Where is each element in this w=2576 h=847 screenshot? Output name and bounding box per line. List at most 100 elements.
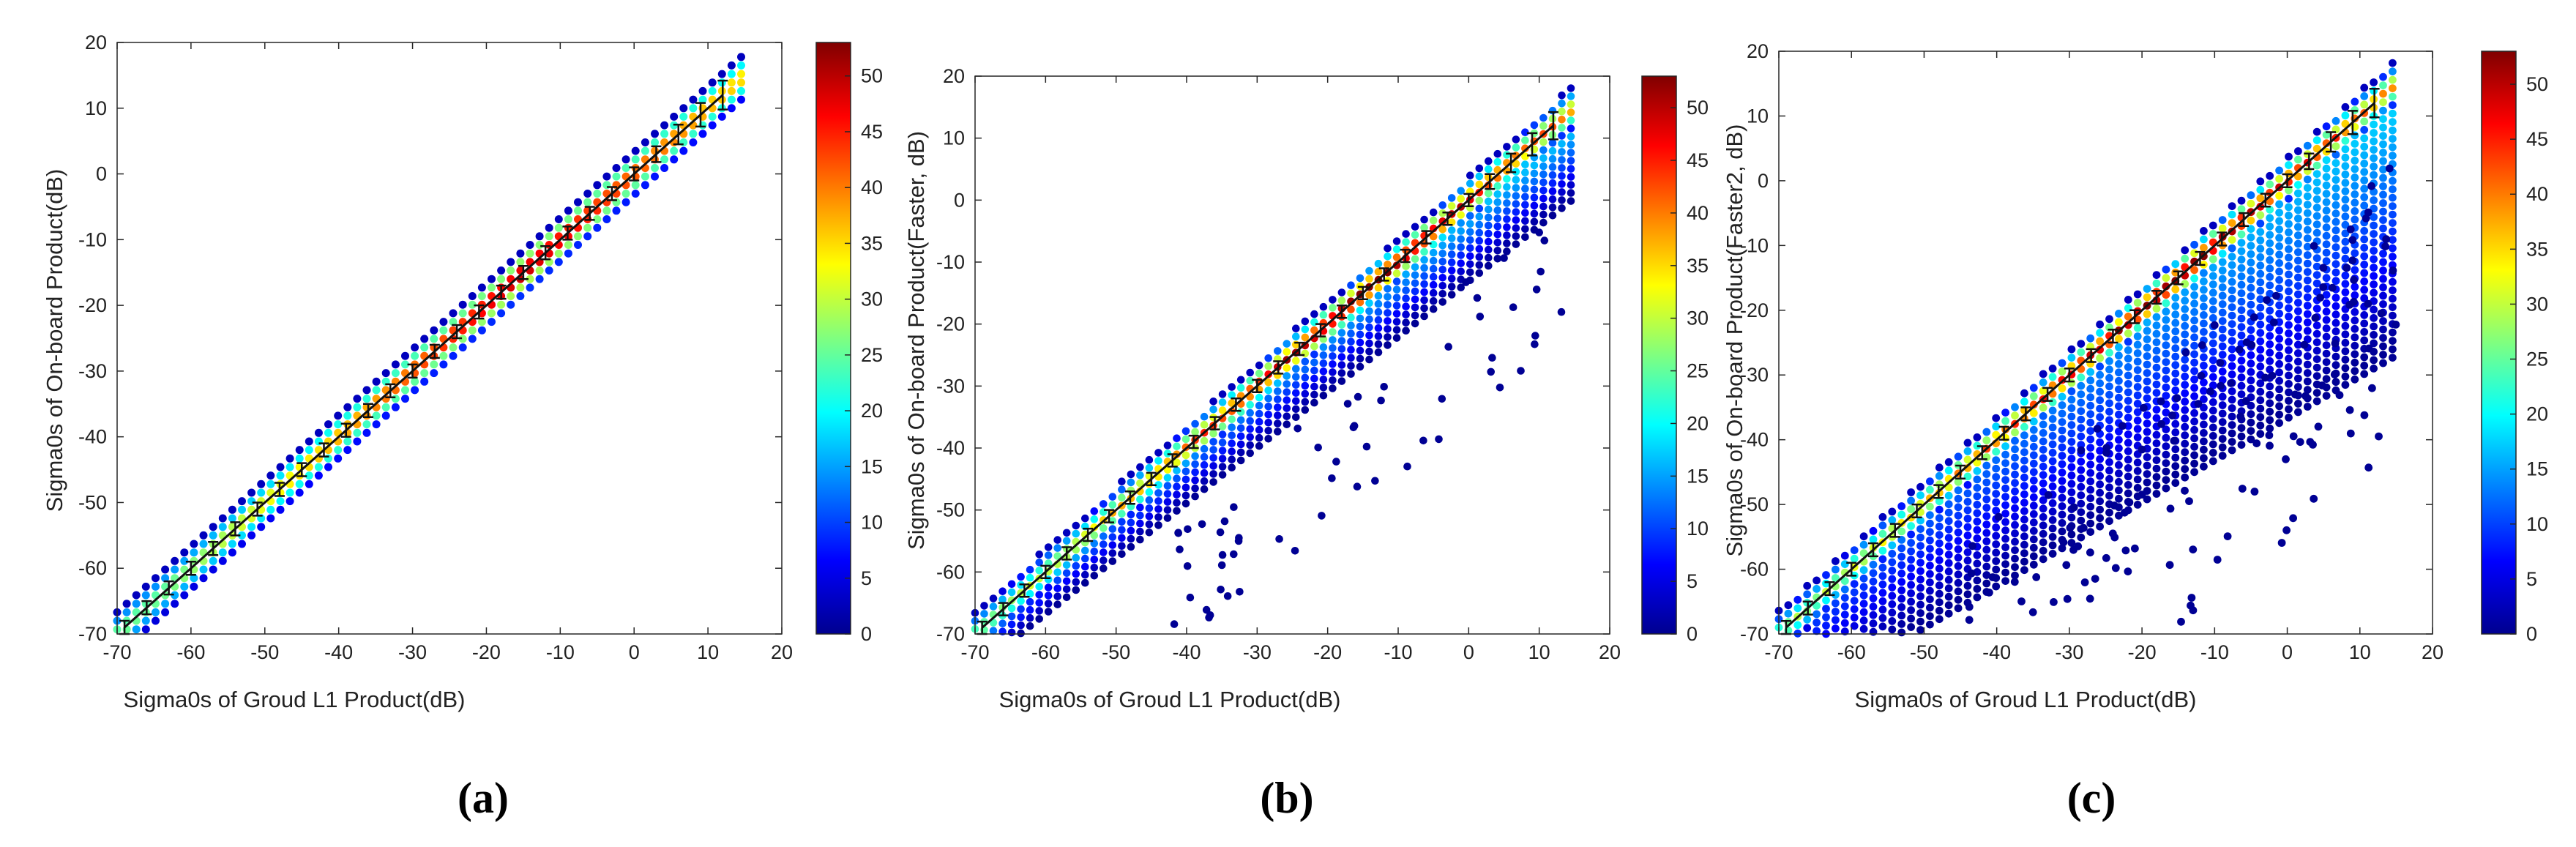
density-point <box>2360 176 2369 184</box>
density-point <box>2312 397 2321 406</box>
y-tick-label: -60 <box>78 557 107 579</box>
density-point <box>2228 236 2236 244</box>
density-point <box>727 70 736 78</box>
colorbar-tick-label: 35 <box>861 232 883 254</box>
density-point <box>305 437 313 446</box>
density-point <box>1374 324 1383 332</box>
density-point <box>1173 474 1181 482</box>
density-point <box>2228 269 2236 277</box>
density-point <box>1539 202 1548 211</box>
density-point <box>2332 302 2340 310</box>
density-point <box>2351 157 2359 165</box>
outlier-point <box>1354 392 1362 401</box>
density-point <box>1402 262 1410 271</box>
y-tick-label: -60 <box>936 561 965 583</box>
density-point <box>2181 338 2189 347</box>
density-point <box>1392 310 1401 318</box>
density-point <box>2058 409 2067 418</box>
density-point <box>1374 299 1383 308</box>
density-point <box>2171 453 2180 462</box>
density-point <box>2143 461 2151 470</box>
outlier-point <box>2044 490 2053 499</box>
density-point <box>2171 462 2180 471</box>
density-point <box>305 471 313 480</box>
colorbar-tick-label: 5 <box>1687 570 1698 592</box>
density-point <box>1392 261 1401 269</box>
density-point <box>1822 571 1830 579</box>
density-point <box>526 283 534 292</box>
density-point <box>1548 138 1557 147</box>
density-point <box>420 377 429 386</box>
density-point <box>1145 504 1154 512</box>
density-point <box>1567 141 1575 149</box>
density-point <box>1982 529 1991 537</box>
density-point <box>2256 253 2265 261</box>
density-point <box>1963 498 1972 506</box>
density-point <box>1173 490 1181 499</box>
error-bar <box>274 482 285 497</box>
density-point <box>1191 428 1199 436</box>
density-point <box>2152 439 2161 447</box>
colorbar-tick-label: 40 <box>1687 202 1709 224</box>
density-point <box>1264 354 1272 362</box>
density-point <box>980 610 988 618</box>
density-point <box>2171 260 2180 269</box>
outlier-point <box>2010 578 2019 586</box>
outlier-point <box>2121 546 2130 555</box>
density-point <box>1209 478 1217 486</box>
density-point <box>1283 364 1291 372</box>
density-point <box>2294 265 2302 273</box>
density-point <box>1337 288 1346 296</box>
y-tick-label: 20 <box>1747 40 1769 62</box>
density-point <box>2360 201 2369 210</box>
density-point <box>1127 486 1135 495</box>
density-point <box>2294 299 2302 307</box>
density-point <box>1521 217 1529 225</box>
density-point <box>1493 223 1502 231</box>
density-point <box>2294 357 2302 366</box>
outlier-point <box>1183 562 1192 570</box>
density-point <box>1365 299 1373 307</box>
density-point <box>1402 310 1410 319</box>
density-point <box>2171 361 2180 370</box>
density-point <box>2190 333 2199 342</box>
density-point <box>2332 268 2340 277</box>
density-point <box>2048 415 2057 423</box>
density-point <box>1136 495 1144 504</box>
density-point <box>2228 429 2236 438</box>
density-point <box>1935 497 1944 506</box>
x-tick-label: 0 <box>629 641 640 663</box>
density-point <box>2275 402 2284 411</box>
density-point <box>2020 389 2028 398</box>
density-point <box>1438 250 1446 258</box>
outlier-point <box>2252 439 2261 447</box>
density-point <box>2011 520 2019 529</box>
colorbar-tick-label: 25 <box>1687 360 1709 382</box>
density-point <box>1869 619 1878 628</box>
density-point <box>1173 466 1181 474</box>
outlier-point <box>2381 242 2390 250</box>
density-point <box>2285 337 2293 346</box>
density-point <box>2124 296 2132 304</box>
density-point <box>2039 403 2047 412</box>
density-point <box>2162 274 2170 283</box>
density-point <box>2266 281 2274 290</box>
density-point <box>1485 253 1493 262</box>
density-point <box>1530 209 1539 218</box>
density-point <box>411 351 419 360</box>
density-point <box>1926 485 1934 494</box>
density-point <box>1402 302 1410 311</box>
density-point <box>2285 161 2293 169</box>
density-point <box>1384 301 1392 309</box>
outlier-point <box>2138 490 2146 499</box>
density-point <box>2077 533 2086 542</box>
density-point <box>1411 255 1419 264</box>
density-point <box>2332 176 2340 184</box>
density-point <box>1292 405 1300 414</box>
density-point <box>1191 468 1199 477</box>
density-point <box>2077 348 2086 357</box>
density-point <box>1384 333 1392 341</box>
density-point <box>2312 363 2321 372</box>
density-point <box>1218 439 1227 447</box>
density-point <box>1007 620 1016 629</box>
